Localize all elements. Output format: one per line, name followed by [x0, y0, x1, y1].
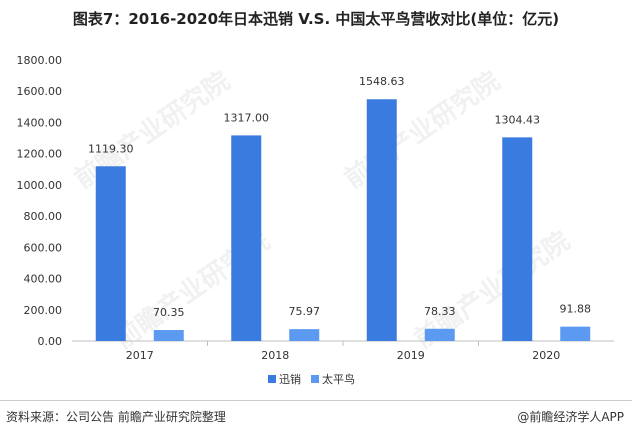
x-axis: 2017 2018 2019 2020: [72, 340, 614, 362]
legend-label: 太平鸟: [322, 372, 355, 386]
data-label: 1304.43: [495, 113, 541, 126]
data-label: 1317.00: [224, 111, 270, 124]
bar-taipingniao: [560, 326, 591, 341]
bars: [95, 99, 591, 341]
x-tick-label: 2017: [126, 349, 154, 362]
chart-title: 图表7：2016-2020年日本迅销 V.S. 中国太平鸟营收对比(单位：亿元): [72, 10, 560, 28]
y-tick-label: 600.00: [24, 241, 63, 254]
legend: 迅销 太平鸟: [268, 372, 355, 386]
y-tick-label: 0.00: [38, 335, 63, 348]
data-label: 1119.30: [88, 142, 134, 155]
x-tick-label: 2020: [532, 349, 560, 362]
y-tick-label: 1600.00: [17, 85, 63, 98]
footer: 资料来源：公司公告 前瞻产业研究院整理 @前瞻经济学人APP: [0, 400, 632, 435]
data-label: 1548.63: [359, 75, 405, 88]
bar-taipingniao: [289, 329, 320, 341]
legend-label: 迅销: [279, 372, 301, 386]
data-label: 91.88: [560, 303, 592, 316]
y-tick-label: 1400.00: [17, 116, 63, 129]
x-tick-label: 2019: [397, 349, 425, 362]
y-tick-label: 200.00: [24, 304, 63, 317]
bar-taipingniao: [153, 330, 184, 341]
y-tick-label: 800.00: [24, 210, 63, 223]
source-note: 资料来源：公司公告 前瞻产业研究院整理: [6, 410, 226, 424]
y-tick-label: 1200.00: [17, 148, 63, 161]
bar-xunxiao: [366, 99, 397, 341]
bar-chart: 0.00 200.00 400.00 600.00 800.00 1000.00 1200.…: [17, 54, 614, 386]
bar-xunxiao: [502, 137, 533, 341]
data-label: 78.33: [424, 305, 456, 318]
legend-swatch: [268, 375, 276, 383]
y-tick-label: 1800.00: [17, 54, 63, 67]
data-label: 75.97: [289, 305, 321, 318]
data-labels: 1119.30 1317.00 1548.63 1304.43 70.35 75.97 78…: [88, 75, 591, 319]
x-tick-label: 2018: [261, 349, 289, 362]
y-tick-label: 400.00: [24, 273, 63, 286]
legend-swatch: [311, 375, 319, 383]
y-axis: 0.00 200.00 400.00 600.00 800.00 1000.00 1200.…: [17, 54, 63, 348]
bar-xunxiao: [231, 135, 262, 341]
bar-taipingniao: [424, 328, 455, 341]
bar-xunxiao: [95, 166, 126, 341]
y-tick-label: 1000.00: [17, 179, 63, 192]
credit-note: @前瞻经济学人APP: [517, 410, 624, 424]
data-label: 70.35: [153, 306, 185, 319]
